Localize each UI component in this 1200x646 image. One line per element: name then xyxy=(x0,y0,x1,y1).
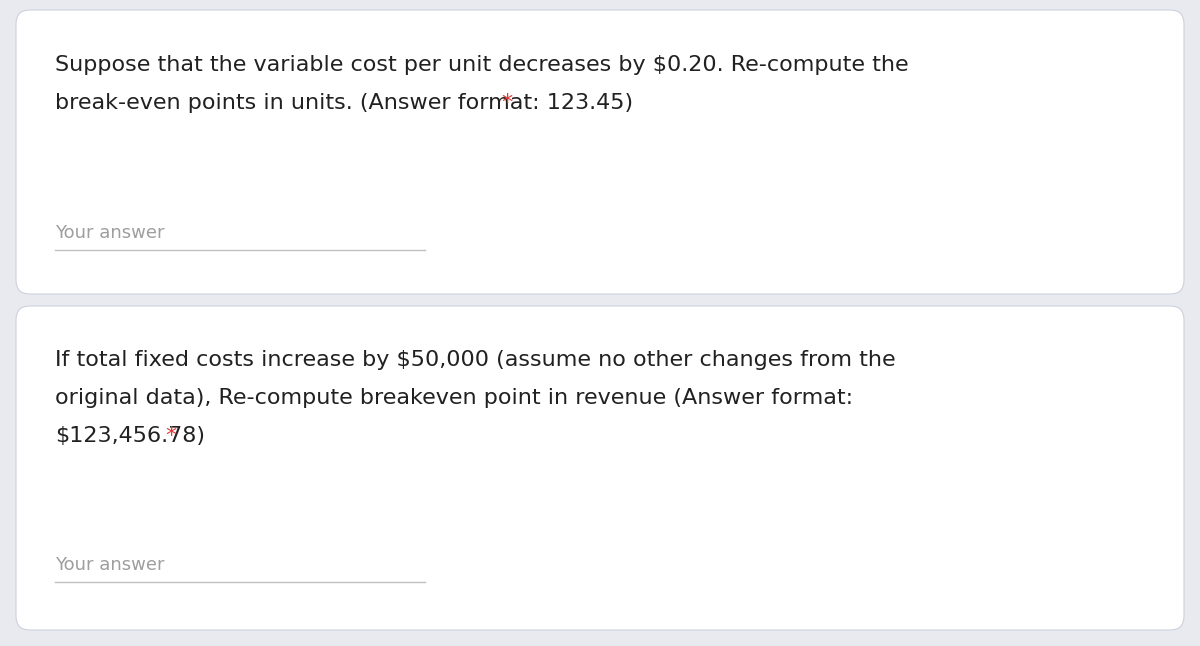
Text: original data), Re-compute breakeven point in revenue (Answer format:: original data), Re-compute breakeven poi… xyxy=(55,388,853,408)
Text: *: * xyxy=(502,93,512,113)
FancyBboxPatch shape xyxy=(16,306,1184,630)
Text: *: * xyxy=(166,426,176,446)
Text: $123,456.78): $123,456.78) xyxy=(55,426,205,446)
Text: break-even points in units. (Answer format: 123.45): break-even points in units. (Answer form… xyxy=(55,93,634,113)
Text: Your answer: Your answer xyxy=(55,556,164,574)
Text: If total fixed costs increase by $50,000 (assume no other changes from the: If total fixed costs increase by $50,000… xyxy=(55,350,895,370)
Text: Suppose that the variable cost per unit decreases by $0.20. Re-compute the: Suppose that the variable cost per unit … xyxy=(55,55,908,75)
FancyBboxPatch shape xyxy=(16,10,1184,294)
Text: Your answer: Your answer xyxy=(55,224,164,242)
